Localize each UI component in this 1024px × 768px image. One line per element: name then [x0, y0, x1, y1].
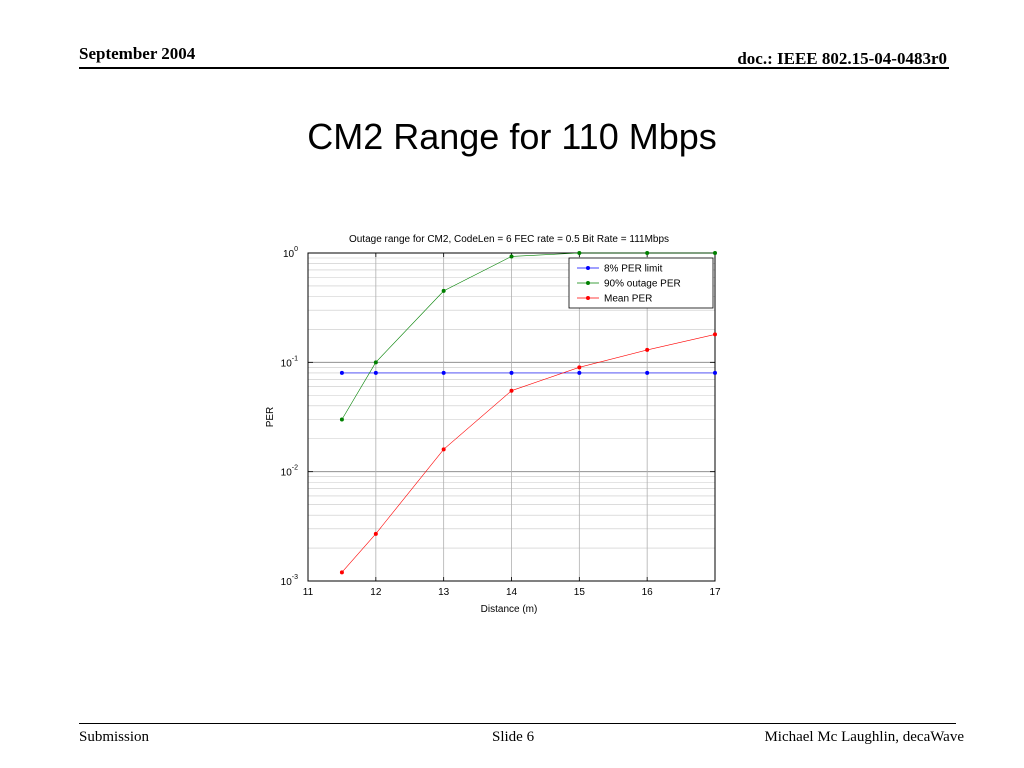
- legend-label: 90% outage PER: [604, 279, 681, 290]
- series-point: [645, 251, 650, 255]
- header-date: September 2004: [79, 44, 196, 63]
- series-point: [645, 347, 650, 352]
- legend-marker: [586, 296, 590, 300]
- y-tick-label: 10-2: [281, 465, 298, 479]
- header-rule: [79, 67, 949, 69]
- series-point: [339, 370, 344, 375]
- series-point: [577, 365, 582, 370]
- x-tick-label: 16: [642, 587, 654, 598]
- y-axis-label: PER: [265, 407, 276, 428]
- chart-series: [339, 251, 717, 575]
- series-point: [509, 370, 514, 375]
- legend-marker: [586, 266, 590, 270]
- series-point: [645, 370, 650, 375]
- series-point: [441, 288, 446, 293]
- chart-container: Outage range for CM2, CodeLen = 6 FEC ra…: [250, 226, 740, 631]
- x-tick-label: 11: [303, 587, 314, 598]
- legend-marker: [586, 281, 590, 285]
- series-point: [339, 570, 344, 575]
- series-point: [373, 370, 378, 375]
- footer-submission: Submission: [79, 729, 150, 745]
- y-tick-label: 10-1: [281, 355, 298, 369]
- series-line-2: [341, 334, 716, 573]
- header-doc-id: doc.: IEEE 802.15-04-0483r0: [737, 49, 947, 68]
- x-tick-label: 15: [574, 587, 586, 598]
- footer-slide-number: Slide 6: [492, 729, 535, 745]
- x-tick-label: 14: [506, 587, 518, 598]
- chart-axes: 11 12 13 14 15 16 17 100 10-1 10-2 10-3: [281, 246, 721, 598]
- per-chart: Outage range for CM2, CodeLen = 6 FEC ra…: [265, 234, 721, 615]
- series-point: [713, 332, 717, 337]
- footer-author: Michael Mc Laughlin, decaWave: [764, 729, 964, 745]
- y-tick-label: 10-3: [281, 574, 298, 588]
- chart-legend: 8% PER limit 90% outage PER Mean PER: [568, 257, 714, 309]
- series-point: [441, 370, 446, 375]
- chart-title: Outage range for CM2, CodeLen = 6 FEC ra…: [349, 234, 669, 245]
- series-point: [713, 251, 717, 255]
- series-point: [577, 251, 582, 255]
- series-point: [339, 417, 344, 422]
- footer-rule: [79, 723, 956, 724]
- legend-label: Mean PER: [604, 294, 652, 305]
- series-point: [577, 370, 582, 375]
- series-point: [373, 531, 378, 536]
- legend-label: 8% PER limit: [604, 264, 663, 275]
- x-tick-label: 13: [438, 587, 450, 598]
- series-point: [509, 388, 514, 393]
- slide-title: CM2 Range for 110 Mbps: [307, 116, 717, 157]
- y-tick-label: 100: [283, 246, 298, 260]
- x-axis-label: Distance (m): [481, 604, 538, 615]
- series-point: [441, 447, 446, 452]
- series-point: [713, 370, 717, 375]
- series-point: [509, 254, 514, 259]
- x-tick-label: 12: [370, 587, 382, 598]
- x-tick-label: 17: [709, 587, 721, 598]
- series-point: [373, 360, 378, 365]
